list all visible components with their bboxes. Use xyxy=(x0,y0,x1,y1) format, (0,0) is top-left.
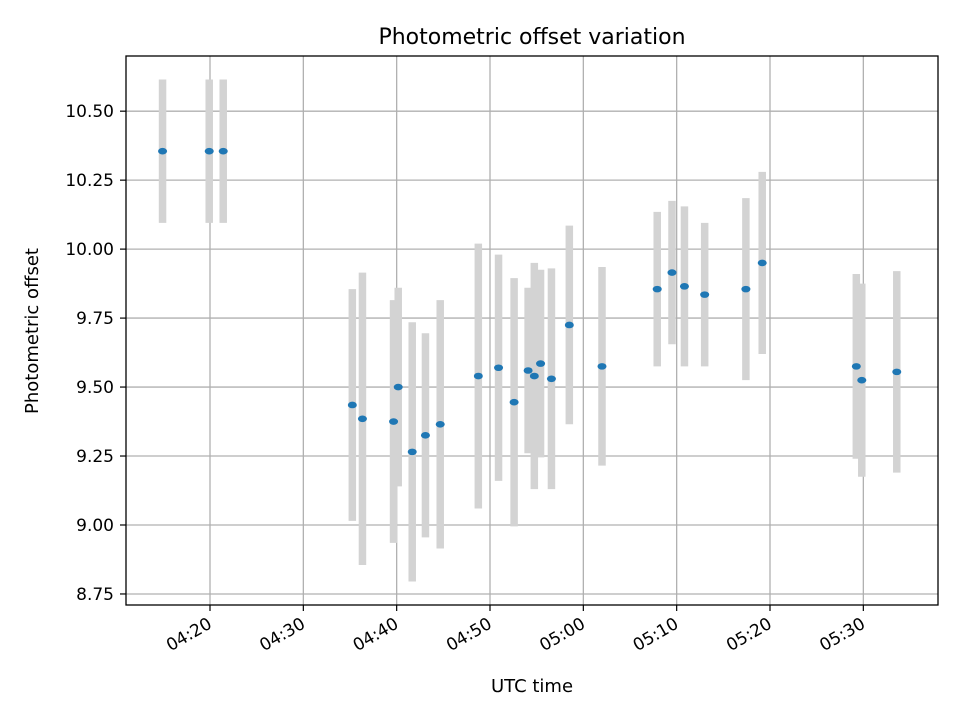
error-bars xyxy=(158,79,901,582)
data-point xyxy=(523,367,533,374)
data-point xyxy=(347,401,357,409)
y-tick-label: 9.75 xyxy=(76,309,114,329)
x-tick-label: 04:50 xyxy=(443,614,495,656)
data-point xyxy=(435,420,445,428)
data-point xyxy=(389,418,399,425)
data-point xyxy=(407,448,417,456)
data-point xyxy=(652,285,662,293)
data-points xyxy=(158,147,902,456)
data-point xyxy=(757,259,767,267)
y-axis-label: Photometric offset xyxy=(22,248,43,414)
y-tick-label: 9.25 xyxy=(76,447,114,467)
x-tick-label: 05:10 xyxy=(630,614,682,656)
x-axis: 04:20 04:30 04:40 04:50 05:00 05:10 05:20 05:30 xyxy=(163,605,869,656)
data-point xyxy=(393,383,403,391)
x-tick-label: 05:30 xyxy=(816,614,868,656)
data-point xyxy=(741,285,751,293)
data-point xyxy=(158,147,168,155)
y-axis: 8.75 9.00 9.25 9.50 9.75 10.00 10.25 10.50 xyxy=(65,102,126,605)
y-tick-label: 10.50 xyxy=(65,102,114,122)
y-tick-label: 10.00 xyxy=(65,240,114,260)
data-point xyxy=(204,147,214,155)
data-point xyxy=(679,283,689,290)
data-point xyxy=(357,415,367,423)
y-tick-label: 9.00 xyxy=(76,516,114,536)
y-tick-label: 8.75 xyxy=(76,585,114,605)
data-point xyxy=(564,321,574,329)
data-point xyxy=(851,363,861,370)
data-point xyxy=(892,368,902,376)
data-point xyxy=(473,372,483,380)
data-point xyxy=(857,376,867,384)
data-point xyxy=(529,372,539,380)
x-tick-label: 05:00 xyxy=(536,614,588,656)
data-point xyxy=(667,269,677,276)
y-tick-label: 10.25 xyxy=(65,171,114,191)
chart-title: Photometric offset variation xyxy=(378,25,685,50)
data-point xyxy=(546,375,556,383)
data-point xyxy=(536,360,546,367)
data-point xyxy=(420,432,430,439)
data-point xyxy=(700,291,710,298)
x-axis-label: UTC time xyxy=(491,676,573,697)
data-point xyxy=(218,147,228,155)
y-tick-label: 9.50 xyxy=(76,378,114,398)
x-tick-label: 04:40 xyxy=(350,614,402,656)
data-point xyxy=(509,398,519,406)
x-tick-label: 04:20 xyxy=(163,614,215,656)
x-tick-label: 04:30 xyxy=(256,614,308,656)
data-point xyxy=(597,363,607,370)
data-point xyxy=(494,364,504,372)
x-tick-label: 05:20 xyxy=(723,614,775,656)
plot-frame xyxy=(125,55,939,606)
